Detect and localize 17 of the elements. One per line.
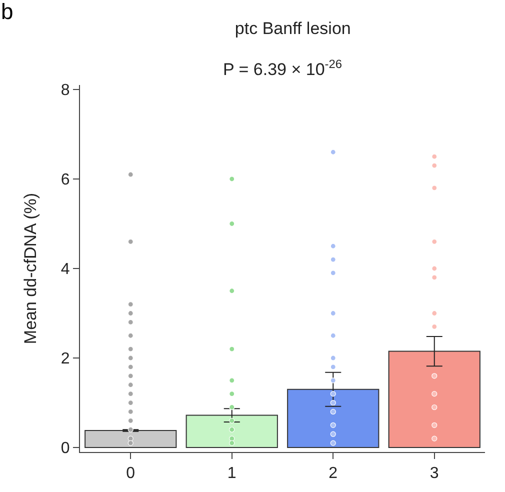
y-tick-label: 0 bbox=[60, 440, 70, 458]
y-tick-label: 6 bbox=[60, 172, 70, 189]
x-tick-label: 3 bbox=[430, 465, 439, 482]
bar bbox=[186, 414, 278, 448]
y-axis-title: Mean dd-cfDNA (%) bbox=[21, 192, 40, 344]
chart-subtitle: P = 6.39 × 10$^{-26}$ bbox=[223, 57, 342, 80]
y-tick-label: 8 bbox=[60, 82, 70, 100]
x-tick-label: 2 bbox=[328, 465, 338, 482]
chart-title: ptc Banff lesion bbox=[234, 19, 351, 38]
text: b bbox=[1, 0, 14, 24]
y-tick-label: 4 bbox=[60, 261, 70, 278]
y-tick-label: 2 bbox=[60, 350, 70, 368]
bar bbox=[388, 350, 480, 448]
x-tick-label: 1 bbox=[227, 465, 236, 482]
x-tick-label: 0 bbox=[126, 465, 136, 482]
bar bbox=[84, 430, 177, 448]
bar bbox=[287, 388, 380, 448]
